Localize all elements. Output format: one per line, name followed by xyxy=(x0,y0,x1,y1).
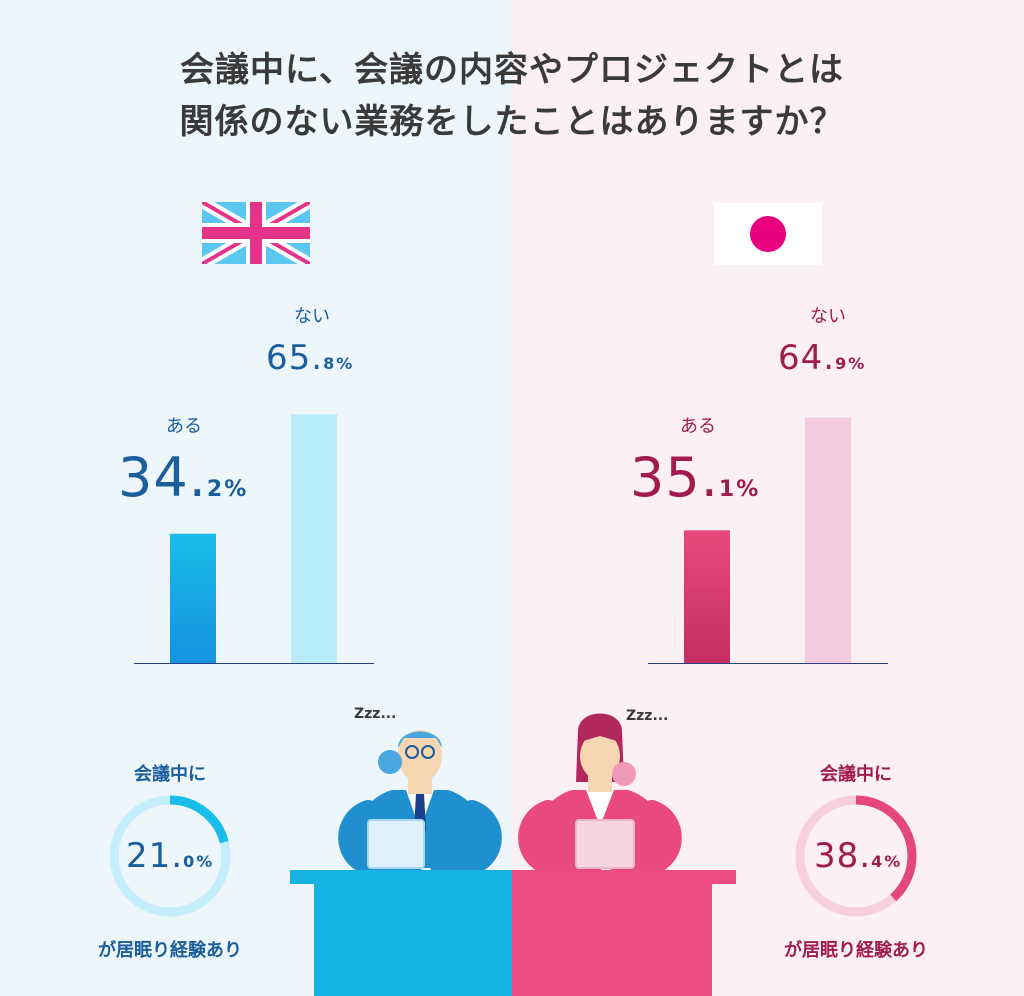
uk-desk xyxy=(290,870,512,884)
jp-ring-bottom-caption: が居眠り経験あり xyxy=(784,940,928,961)
jp-sleep-text: Zzz... xyxy=(626,708,668,724)
jp-yes-value-int: 35. xyxy=(630,446,719,509)
jp-ring-arc xyxy=(795,795,917,917)
jp-no-value-dec: 9% xyxy=(835,354,867,373)
jp-ring-value-int: 38. xyxy=(814,836,872,876)
title-line-1: 会議中に、会議の内容やプロジェクトとは xyxy=(180,50,844,90)
jp-bar-no xyxy=(805,417,851,663)
uk-flag-icon xyxy=(202,202,310,264)
jp-ring-top-caption: 会議中に xyxy=(820,764,892,785)
jp-ring-value: 38.4% xyxy=(814,836,902,876)
uk-sleep-text: Zzz... xyxy=(354,706,396,722)
japan-flag-icon xyxy=(714,203,822,265)
uk-ring-value-dec: 0% xyxy=(183,852,215,871)
uk-no-value-dec: 8% xyxy=(323,354,355,373)
uk-ring-value-int: 21. xyxy=(126,836,184,876)
uk-yes-value: 34.2% xyxy=(118,446,248,509)
jp-ring-value-dec: 4% xyxy=(871,852,903,871)
jp-yes-value: 35.1% xyxy=(630,446,760,509)
uk-bar-yes xyxy=(170,533,216,663)
jp-bar-yes xyxy=(684,530,730,663)
uk-ring-bottom-caption: が居眠り経験あり xyxy=(98,940,242,961)
uk-ring-value: 21.0% xyxy=(126,836,214,876)
page-title: 会議中に、会議の内容やプロジェクトとは 関係のない業務をしたことはありますか？ xyxy=(0,44,1024,148)
jp-no-value: 64.9% xyxy=(778,338,866,378)
meeting-illustration: Zzz... Zzz... xyxy=(290,706,736,996)
jp-desk xyxy=(512,870,736,884)
uk-no-value-int: 65. xyxy=(266,338,324,378)
uk-bar-no xyxy=(291,414,337,663)
uk-sleeping-man-icon xyxy=(338,730,502,876)
jp-no-value-int: 64. xyxy=(778,338,836,378)
uk-no-label: ない xyxy=(294,306,330,327)
uk-yes-value-dec: 2% xyxy=(206,477,249,502)
uk-desk-front xyxy=(314,884,512,996)
jp-no-label: ない xyxy=(810,306,846,327)
uk-no-value: 65.8% xyxy=(266,338,354,378)
jp-yes-value-dec: 1% xyxy=(718,477,761,502)
uk-yes-label: ある xyxy=(166,416,202,437)
jp-desk-front xyxy=(512,884,712,996)
jp-yes-label: ある xyxy=(680,416,716,437)
jp-sleeping-woman-icon xyxy=(518,713,682,876)
title-line-2: 関係のない業務をしたことはありますか？ xyxy=(179,102,845,142)
uk-ring-arc xyxy=(109,795,231,917)
uk-ring-top-caption: 会議中に xyxy=(134,764,206,785)
uk-yes-value-int: 34. xyxy=(118,446,207,509)
